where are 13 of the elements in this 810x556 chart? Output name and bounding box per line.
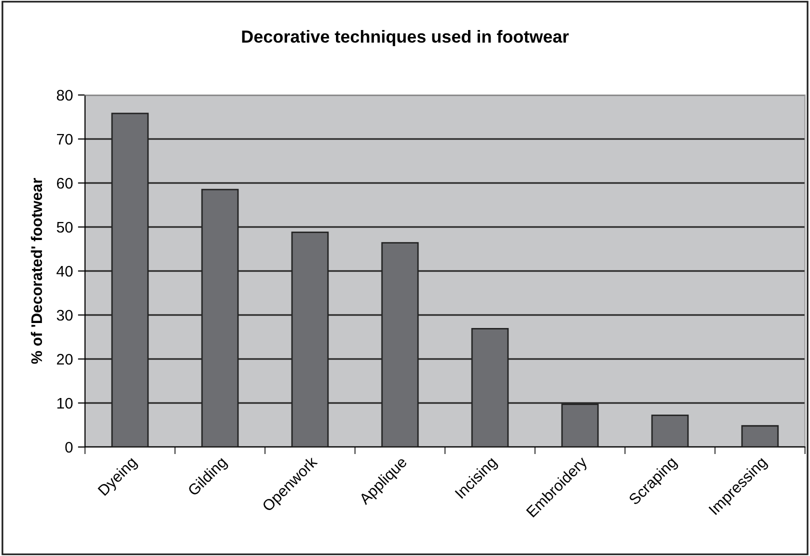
y-tick-label: 50 — [56, 222, 73, 233]
y-tick-label: 40 — [56, 266, 73, 277]
bar — [651, 414, 689, 447]
y-tick-label: 70 — [56, 134, 73, 145]
y-tick-label: 10 — [57, 398, 73, 409]
bar — [741, 425, 779, 447]
chart-title: Decorative techniques used in footwear — [242, 30, 569, 46]
y-tick-label: 80 — [56, 90, 73, 101]
y-tick-label: 30 — [56, 310, 73, 321]
y-axis-title: % of 'Decorated' footwear — [30, 178, 42, 364]
y-tick-label: 0 — [65, 442, 73, 453]
y-tick-label: 20 — [56, 354, 73, 365]
y-tick-label: 60 — [56, 178, 73, 189]
